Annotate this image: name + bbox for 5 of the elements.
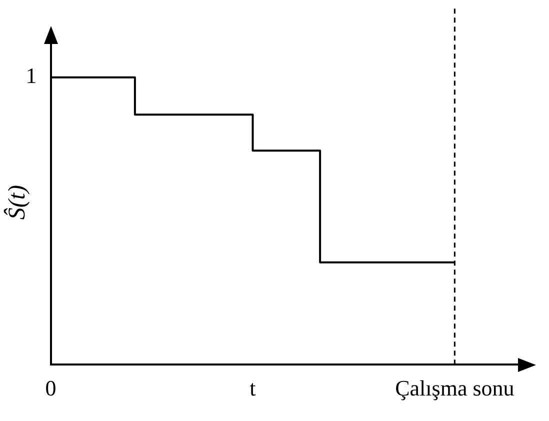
x-tick-label: Çalışma sonu xyxy=(395,376,514,401)
y-axis-title: Ŝ(t) xyxy=(4,184,31,220)
x-tick-label: 0 xyxy=(45,376,56,401)
x-tick-label: t xyxy=(250,376,256,401)
text: 1 xyxy=(26,63,37,88)
